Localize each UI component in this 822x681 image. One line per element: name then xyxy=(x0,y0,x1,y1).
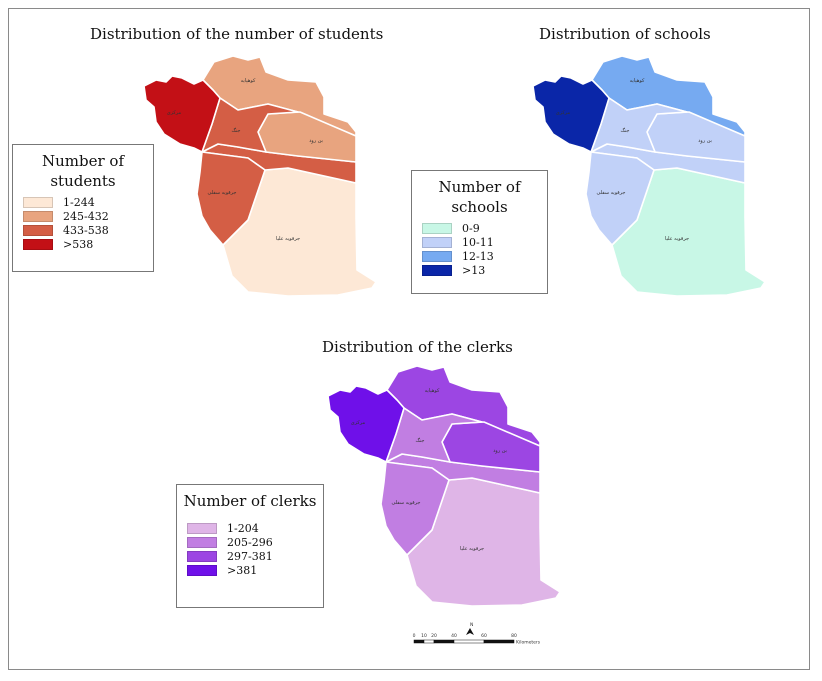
scale-tick-label: 20 xyxy=(431,633,437,639)
legend-label: 205-296 xyxy=(227,535,273,549)
legend-swatch xyxy=(422,236,452,248)
region-northwest xyxy=(532,75,610,153)
legend-label: >13 xyxy=(462,263,486,277)
scale-tick-label: 80 xyxy=(511,633,517,639)
region-label-northwest: مرکزی xyxy=(351,420,366,426)
legend-swatch xyxy=(422,222,452,234)
region-label-southwest: جرقویه سفلی xyxy=(596,190,625,196)
schools-legend: Number of schools 0-9 10-11 12-13 >13 xyxy=(411,170,548,294)
clerks-legend: Number of clerks 1-204 205-296 297-381 >381 xyxy=(176,484,324,608)
legend-label: 1-244 xyxy=(63,195,95,209)
region-label-north: کوهپایه xyxy=(425,388,440,394)
legend-title: Number of clerks xyxy=(183,492,317,510)
scale-segment xyxy=(453,639,485,644)
legend-swatch xyxy=(187,550,217,562)
legend-swatch xyxy=(23,238,53,250)
students-map-title: Distribution of the number of students xyxy=(90,25,384,43)
legend-item: 205-296 xyxy=(187,535,323,549)
legend-item: >381 xyxy=(187,563,323,577)
legend-swatch xyxy=(187,522,217,534)
legend-swatch xyxy=(23,210,53,222)
legend-label: 245-432 xyxy=(63,209,109,223)
region-label-southwest: جرقویه سفلی xyxy=(207,190,236,196)
north-label: N xyxy=(470,622,473,628)
legend-label: 0-9 xyxy=(462,221,480,235)
legend-item: >538 xyxy=(23,237,153,251)
legend-item: 0-9 xyxy=(422,221,547,235)
region-northwest xyxy=(327,385,405,463)
schools-map-title: Distribution of schools xyxy=(539,25,711,43)
region-label-north: کوهپایه xyxy=(630,78,645,84)
legend-item: 297-381 xyxy=(187,549,323,563)
region-label-center: جنگ xyxy=(415,437,424,444)
legend-swatch xyxy=(187,564,217,576)
scale-tick-label: 40 xyxy=(451,633,457,639)
clerks-map: جرقویه علیا کوهپایه بن رود جنگ جرقویه سفلی مر… xyxy=(327,365,561,607)
region-southwest xyxy=(196,151,266,246)
legend-item: 12-13 xyxy=(422,249,547,263)
region-label-center: جنگ xyxy=(620,127,629,134)
legend-swatch xyxy=(187,536,217,548)
legend-item: 1-244 xyxy=(23,195,153,209)
region-label-northwest: مرکزی xyxy=(167,110,182,116)
region-label-south: جرقویه علیا xyxy=(276,236,300,242)
figure-frame xyxy=(8,8,810,670)
north-arrow-icon: N xyxy=(466,622,474,635)
region-label-center: جنگ xyxy=(231,127,240,134)
region-label-east: بن رود xyxy=(493,448,507,454)
legend-item: 245-432 xyxy=(23,209,153,223)
scale-segment xyxy=(483,639,515,644)
region-label-south: جرقویه علیا xyxy=(460,546,484,552)
scale-segment xyxy=(433,639,455,644)
legend-item: >13 xyxy=(422,263,547,277)
legend-label: 12-13 xyxy=(462,249,494,263)
region-label-northwest: مرکزی xyxy=(556,110,571,116)
region-label-southwest: جرقویه سفلی xyxy=(391,500,420,506)
legend-item: 1-204 xyxy=(187,521,323,535)
scale-segment xyxy=(413,639,425,644)
scale-tick-label: 60 xyxy=(481,633,487,639)
scale-segment xyxy=(423,639,435,644)
scale-tick-label: 10 xyxy=(421,633,427,639)
students-map: جرقویه علیا کوهپایه بن رود جنگ جرقویه سفلی مر… xyxy=(143,55,377,297)
region-southwest xyxy=(380,461,450,556)
legend-label: 297-381 xyxy=(227,549,273,563)
legend-item: 433-538 xyxy=(23,223,153,237)
schools-map: جرقویه علیا کوهپایه بن رود جنگ جرقویه سفلی مر… xyxy=(532,55,766,297)
region-south xyxy=(406,477,561,607)
legend-item: 10-11 xyxy=(422,235,547,249)
legend-swatch xyxy=(23,224,53,236)
region-northwest xyxy=(143,75,221,153)
legend-swatch xyxy=(422,250,452,262)
region-south xyxy=(611,167,766,297)
legend-swatch xyxy=(422,264,452,276)
legend-label: >381 xyxy=(227,563,258,577)
clerks-map-title: Distribution of the clerks xyxy=(322,338,513,356)
legend-label: 10-11 xyxy=(462,235,494,249)
region-label-east: بن رود xyxy=(309,138,323,144)
region-label-north: کوهپایه xyxy=(241,78,256,84)
legend-title: Number of students xyxy=(41,152,124,190)
region-southwest xyxy=(585,151,655,246)
legend-label: 433-538 xyxy=(63,223,109,237)
region-label-south: جرقویه علیا xyxy=(665,236,689,242)
region-south xyxy=(222,167,377,297)
legend-swatch xyxy=(23,196,53,208)
legend-title: Number of schools xyxy=(438,178,521,216)
students-legend: Number of students 1-244 245-432 433-538 >5… xyxy=(12,144,154,272)
legend-label: 1-204 xyxy=(227,521,259,535)
legend-label: >538 xyxy=(63,237,94,251)
scale-unit: Kilometers xyxy=(516,640,541,646)
scale-tick-label: 0 xyxy=(413,633,416,639)
region-label-east: بن رود xyxy=(698,138,712,144)
